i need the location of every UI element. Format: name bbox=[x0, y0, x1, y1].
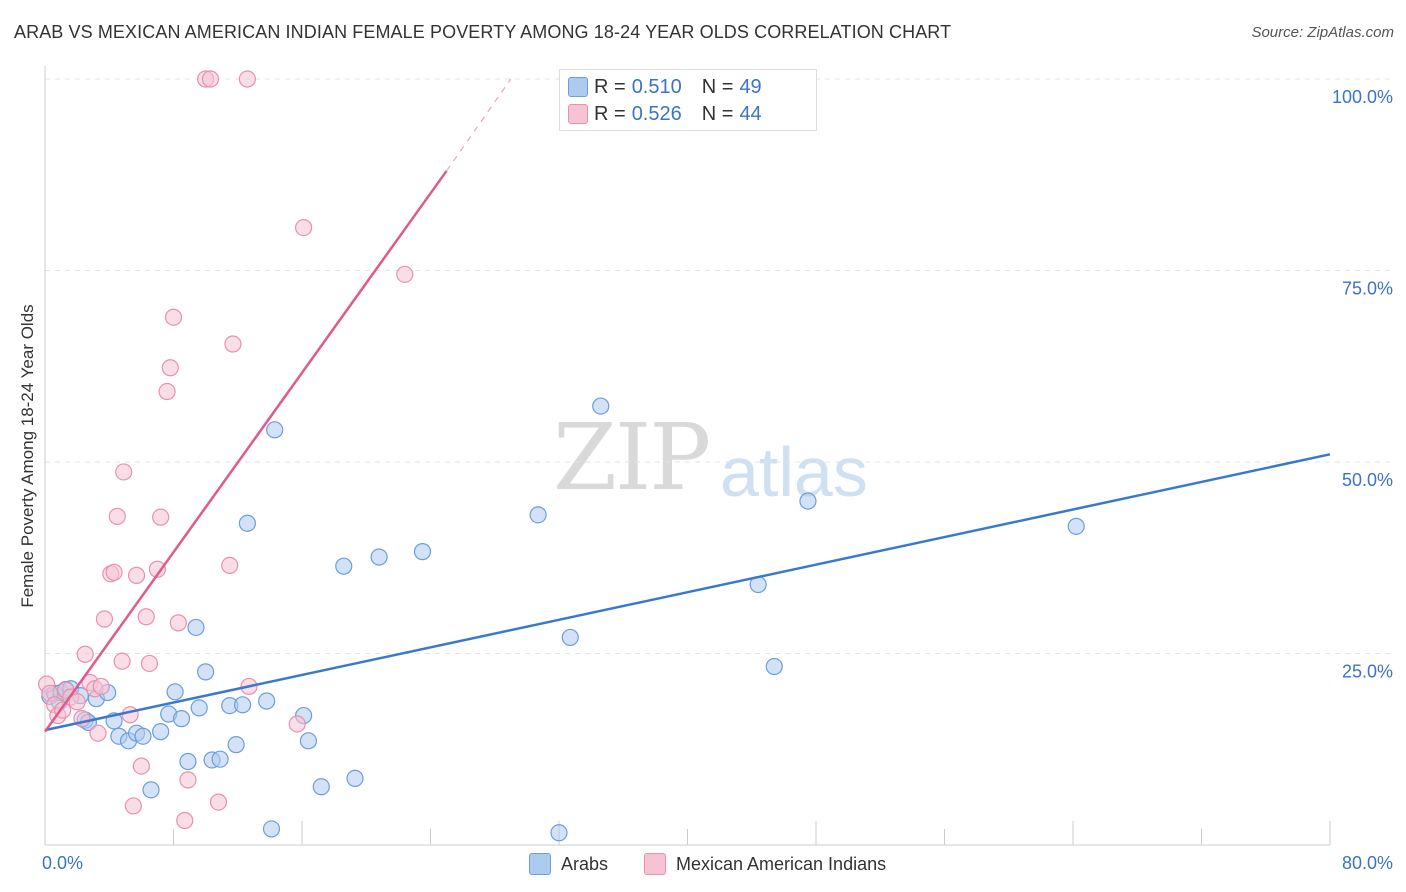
y-tick-label: 75.0% bbox=[1342, 279, 1393, 299]
point-arabs bbox=[561, 628, 579, 647]
point-arabs bbox=[335, 557, 353, 575]
point-mexican-american-indians bbox=[115, 463, 133, 481]
point-mexican-american-indians bbox=[92, 677, 110, 696]
point-mexican-american-indians bbox=[76, 645, 94, 663]
trendline-arabs bbox=[44, 453, 1331, 732]
watermark-atlas: atlas bbox=[720, 433, 868, 511]
trendline-mexican-american-indians bbox=[43, 170, 448, 733]
point-mexican-american-indians bbox=[221, 556, 239, 575]
point-arabs bbox=[190, 699, 208, 717]
point-arabs bbox=[799, 492, 817, 510]
point-mexican-american-indians bbox=[179, 771, 197, 789]
point-mexican-american-indians bbox=[68, 693, 86, 711]
point-arabs bbox=[765, 657, 783, 676]
point-arabs bbox=[233, 696, 252, 714]
point-mexican-american-indians bbox=[124, 797, 142, 815]
legend-r-label: R = bbox=[594, 102, 626, 125]
bottom-legend-swatch-arabs bbox=[529, 853, 551, 875]
point-mexican-american-indians bbox=[132, 757, 150, 775]
legend-r-value: 0.510 bbox=[631, 75, 682, 98]
x-tick-label: 0.0% bbox=[42, 853, 83, 873]
legend-swatch-arabs bbox=[568, 77, 588, 97]
legend-n-value: 49 bbox=[739, 75, 762, 98]
point-arabs bbox=[1067, 517, 1085, 535]
point-arabs bbox=[266, 421, 284, 439]
legend-swatch-mexican-american-indians bbox=[568, 104, 588, 124]
point-mexican-american-indians bbox=[209, 793, 228, 811]
point-mexican-american-indians bbox=[164, 308, 183, 326]
point-arabs bbox=[134, 727, 152, 745]
point-arabs bbox=[187, 618, 205, 637]
trendline-extension-mexican-american-indians bbox=[446, 78, 512, 172]
legend-n-value: 44 bbox=[739, 102, 762, 125]
x-tick-label: 80.0% bbox=[1342, 853, 1393, 873]
point-mexican-american-indians bbox=[169, 614, 187, 632]
point-mexican-american-indians bbox=[238, 70, 256, 88]
legend-n-label: N = bbox=[701, 75, 734, 98]
bottom-legend-arabs: Arabs bbox=[529, 852, 608, 876]
point-mexican-american-indians bbox=[105, 563, 123, 581]
source-label: Source: ZipAtlas.com bbox=[1251, 24, 1394, 41]
point-mexican-american-indians bbox=[121, 706, 139, 724]
point-mexican-american-indians bbox=[161, 359, 179, 377]
point-mexican-american-indians bbox=[224, 335, 242, 353]
point-arabs bbox=[550, 824, 568, 842]
point-mexican-american-indians bbox=[176, 811, 194, 830]
point-arabs bbox=[529, 506, 547, 524]
legend-n-label: N = bbox=[701, 102, 734, 125]
point-arabs bbox=[262, 820, 281, 838]
point-arabs bbox=[227, 736, 245, 754]
point-mexican-american-indians bbox=[288, 715, 306, 733]
point-mexican-american-indians bbox=[140, 654, 159, 673]
point-mexican-american-indians bbox=[201, 70, 220, 88]
point-arabs bbox=[142, 781, 160, 799]
bottom-legend-swatch-mexican-american-indians bbox=[644, 853, 666, 875]
point-arabs bbox=[238, 514, 256, 532]
legend-r-label: R = bbox=[594, 75, 626, 98]
point-mexican-american-indians bbox=[152, 508, 170, 526]
point-arabs bbox=[413, 543, 432, 561]
y-tick-label: 25.0% bbox=[1342, 662, 1393, 682]
correlation-legend: R = 0.510 N = 49 R = 0.526 N = 44 bbox=[559, 69, 817, 131]
legend-row-mexican-american-indians: R = 0.526 N = 44 bbox=[568, 101, 762, 127]
point-mexican-american-indians bbox=[158, 382, 176, 401]
bottom-legend-mexican-american-indians: Mexican American Indians bbox=[644, 852, 886, 876]
point-arabs bbox=[312, 778, 330, 796]
point-arabs bbox=[179, 752, 197, 771]
point-mexican-american-indians bbox=[127, 566, 146, 584]
point-mexican-american-indians bbox=[95, 610, 114, 628]
point-arabs bbox=[166, 683, 184, 701]
bottom-legend-label-arabs: Arabs bbox=[561, 853, 609, 874]
point-mexican-american-indians bbox=[113, 652, 131, 670]
point-mexican-american-indians bbox=[108, 507, 126, 525]
point-mexican-american-indians bbox=[295, 219, 313, 237]
y-tick-label: 50.0% bbox=[1342, 470, 1393, 490]
legend-r-value: 0.526 bbox=[631, 102, 682, 125]
point-arabs bbox=[592, 397, 610, 415]
point-mexican-american-indians bbox=[396, 265, 414, 283]
point-arabs bbox=[152, 723, 170, 741]
point-arabs bbox=[211, 750, 229, 768]
chart-title: ARAB VS MEXICAN AMERICAN INDIAN FEMALE P… bbox=[14, 22, 952, 42]
point-mexican-american-indians bbox=[148, 560, 167, 578]
legend-row-arabs: R = 0.510 N = 49 bbox=[568, 74, 762, 100]
point-arabs bbox=[346, 769, 364, 787]
point-arabs bbox=[370, 548, 388, 566]
point-arabs bbox=[258, 692, 276, 710]
bottom-legend-label-mexican-american-indians: Mexican American Indians bbox=[676, 853, 887, 874]
point-mexican-american-indians bbox=[89, 724, 107, 742]
point-arabs bbox=[172, 710, 191, 728]
watermark-zip: ZIP bbox=[553, 404, 711, 511]
point-arabs bbox=[197, 663, 215, 681]
point-arabs bbox=[299, 732, 318, 750]
y-tick-label: 100.0% bbox=[1332, 87, 1393, 107]
point-mexican-american-indians bbox=[137, 608, 155, 626]
